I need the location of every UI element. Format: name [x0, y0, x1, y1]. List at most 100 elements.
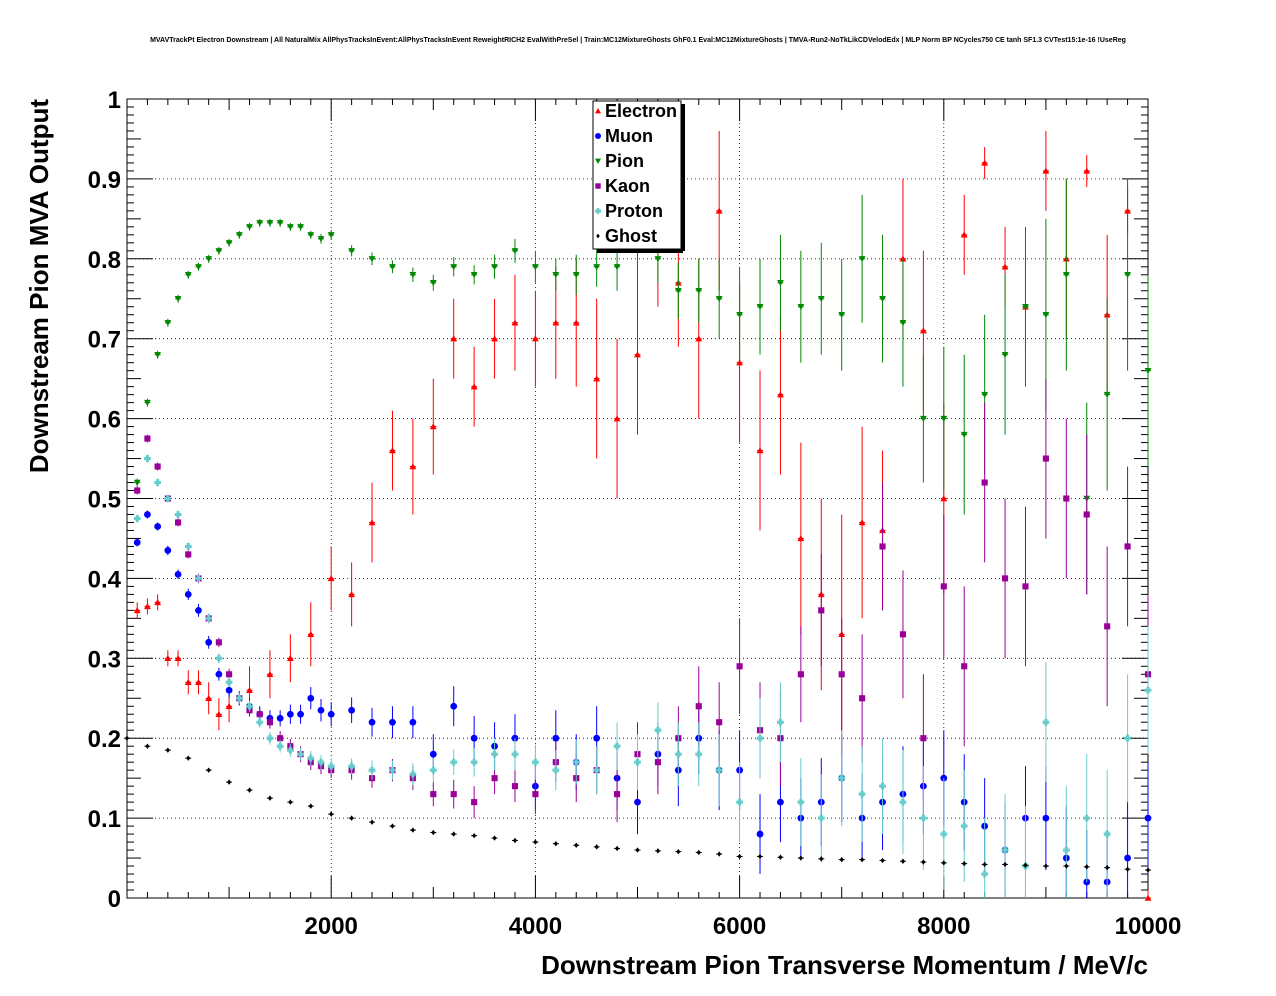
electron-point	[1083, 154, 1091, 187]
muon-point	[409, 706, 417, 739]
ghost-point	[859, 856, 866, 863]
series-ghost	[124, 735, 1151, 873]
pion-point	[327, 230, 335, 240]
x-axis-title: Downstream Pion Transverse Momentum / Me…	[541, 950, 1148, 980]
proton-point	[736, 762, 743, 843]
y-tick-label: 0.7	[88, 327, 121, 354]
kaon-point	[134, 486, 141, 495]
proton-point	[1083, 754, 1091, 883]
pion-point	[838, 258, 846, 371]
proton-point	[674, 722, 682, 787]
muon-point	[205, 635, 213, 649]
ghost-point	[593, 844, 600, 850]
electron-point	[133, 602, 141, 619]
proton-point	[266, 731, 274, 745]
ghost-point	[1063, 863, 1070, 869]
proton-point	[695, 722, 703, 787]
electron-point	[286, 634, 294, 683]
proton-point	[154, 478, 162, 487]
kaon-point	[1124, 466, 1131, 627]
ghost-point	[287, 799, 294, 805]
muon-point	[450, 686, 458, 727]
series-proton	[133, 454, 1152, 898]
pion-point	[195, 262, 202, 271]
pion-point	[429, 274, 437, 291]
kaon-point	[961, 586, 968, 747]
pion-point	[205, 254, 213, 263]
ghost-point	[961, 860, 968, 867]
series-electron	[133, 130, 1152, 901]
pion-point	[389, 260, 396, 274]
proton-point	[144, 454, 151, 463]
ghost-point	[185, 755, 192, 761]
pion-point	[674, 262, 682, 319]
muon-point	[215, 667, 223, 681]
pion-point	[899, 258, 907, 387]
ghost-point	[511, 837, 518, 844]
proton-point	[654, 702, 662, 759]
legend-entry-electron: Electron	[595, 101, 677, 121]
proton-point	[756, 698, 764, 779]
muon-point	[1124, 802, 1131, 898]
muon-point	[307, 687, 315, 710]
legend: Electron Muon Pion Kaon Proton Ghost	[592, 100, 685, 253]
electron-point	[409, 418, 417, 515]
pion-point	[1062, 178, 1070, 371]
kaon-point	[1022, 506, 1029, 667]
kaon-point	[430, 782, 437, 807]
legend-marker-electron	[595, 108, 601, 114]
x-tick-label: 10000	[1115, 913, 1182, 940]
proton-point	[429, 758, 437, 783]
proton-point	[1001, 794, 1009, 898]
ghost-point	[552, 840, 559, 847]
legend-entries: Electron Muon Pion Kaon Proton Ghost	[595, 101, 677, 246]
proton-point	[368, 760, 376, 780]
ghost-point	[1145, 867, 1151, 873]
pion-point	[266, 218, 274, 227]
muon-point	[297, 704, 304, 724]
ghost-point	[226, 779, 233, 785]
legend-label-ghost: Ghost	[605, 226, 657, 246]
ghost-point	[1022, 862, 1029, 868]
proton-point	[838, 730, 846, 827]
x-tick-label: 2000	[305, 913, 358, 940]
kaon-point	[1063, 418, 1070, 579]
pion-point	[348, 245, 356, 257]
pion-point	[511, 238, 519, 263]
legend-label-proton: Proton	[605, 201, 663, 221]
proton-point	[205, 613, 213, 624]
kaon-point	[215, 637, 222, 648]
ghost-point	[144, 743, 151, 749]
pion-point	[184, 270, 192, 279]
ghost-point	[430, 829, 437, 836]
pion-point	[144, 398, 151, 407]
ghost-point	[920, 859, 927, 865]
pion-point	[817, 242, 825, 355]
proton-point	[552, 750, 560, 791]
muon-point	[429, 734, 437, 775]
proton-point	[286, 743, 294, 757]
legend-entry-muon: Muon	[595, 126, 653, 146]
muon-point	[154, 522, 162, 531]
kaon-point	[818, 554, 825, 667]
kaon-point	[266, 715, 273, 729]
ghost-point	[675, 848, 682, 855]
electron-point	[960, 194, 968, 275]
ghost-point	[1083, 864, 1090, 870]
pion-point	[297, 222, 304, 231]
proton-point	[174, 510, 182, 519]
proton-point	[450, 749, 458, 775]
proton-point	[133, 514, 141, 523]
pion-point	[276, 218, 284, 227]
pion-point	[593, 246, 601, 287]
kaon-point	[511, 770, 519, 803]
y-tick-label: 0.9	[88, 167, 121, 194]
electron-point	[613, 338, 621, 499]
muon-point	[164, 545, 172, 556]
legend-marker-proton	[595, 208, 601, 214]
electron-point	[195, 670, 202, 695]
legend-entry-ghost: Ghost	[596, 226, 657, 246]
electron-point	[266, 650, 274, 699]
pion-point	[174, 294, 182, 303]
pion-point	[756, 258, 764, 355]
